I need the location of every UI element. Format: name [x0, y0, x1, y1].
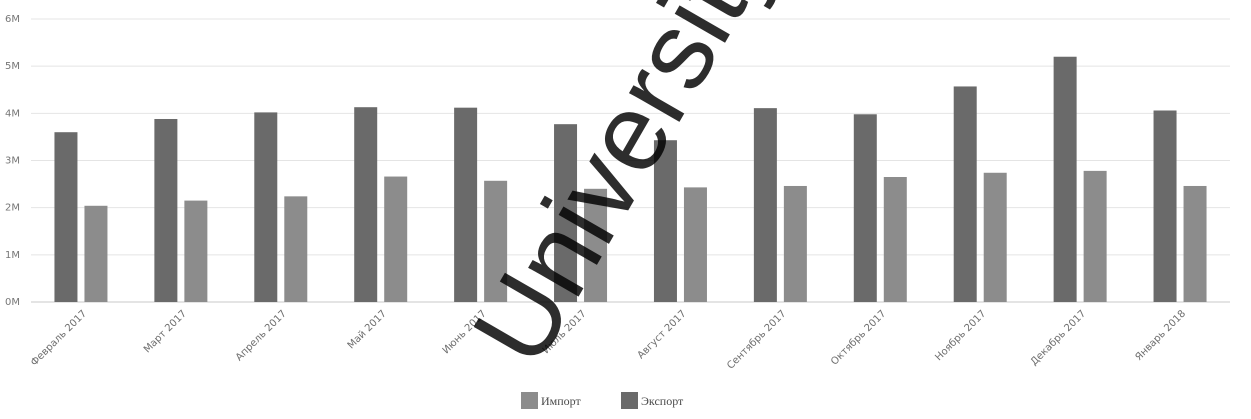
- bar-import: [484, 180, 508, 302]
- bars: [54, 56, 1207, 303]
- x-tick-label: Ноябрь 2017: [933, 308, 988, 363]
- bar-export: [54, 132, 78, 302]
- y-tick-label: 4M: [5, 108, 20, 119]
- bar-import: [384, 176, 408, 302]
- x-tick-label: Март 2017: [142, 308, 189, 355]
- bar-import: [783, 185, 807, 302]
- bar-export: [1153, 110, 1177, 303]
- bar-export: [653, 140, 677, 302]
- x-tick-label: Октябрь 2017: [829, 308, 888, 367]
- bar-import: [983, 172, 1007, 302]
- bar-import: [184, 200, 208, 302]
- x-tick-label: Май 2017: [346, 308, 389, 351]
- y-axis: 0M 1M 2M 3M 4M 5M 6M: [5, 14, 20, 308]
- grid-lines: [31, 18, 1230, 303]
- legend-label: Экспорт: [641, 394, 684, 408]
- y-tick-label: 1M: [5, 250, 20, 261]
- bar-export: [753, 108, 777, 303]
- bar-export: [254, 112, 278, 302]
- bar-import: [1083, 170, 1107, 302]
- x-tick-label: Январь 2018: [1133, 308, 1188, 363]
- y-tick-label: 2M: [5, 203, 20, 214]
- bar-export: [454, 107, 478, 302]
- y-tick-label: 0M: [5, 297, 20, 308]
- bar-export: [154, 118, 178, 302]
- x-tick-label: Декабрь 2017: [1029, 308, 1089, 368]
- legend-swatch: [621, 392, 638, 409]
- bar-import: [84, 205, 108, 302]
- x-tick-label: Август 2017: [636, 308, 689, 361]
- bar-import: [584, 188, 608, 302]
- y-tick-label: 3M: [5, 156, 20, 167]
- bar-import: [683, 187, 707, 302]
- bar-import: [883, 177, 907, 302]
- bar-import: [284, 196, 308, 302]
- bar-export: [554, 124, 578, 302]
- bar-import: [1183, 185, 1207, 302]
- x-tick-label: Апрель 2017: [234, 308, 289, 363]
- y-tick-label: 6M: [5, 14, 20, 25]
- legend-swatch: [521, 392, 538, 409]
- bar-export: [953, 86, 977, 302]
- legend: Импорт Экспорт: [521, 392, 684, 409]
- y-tick-label: 5M: [5, 61, 20, 72]
- x-axis: Февраль 2017 Март 2017 Апрель 2017 Май 2017…: [29, 308, 1188, 371]
- bar-export: [1053, 56, 1077, 302]
- legend-label: Импорт: [541, 394, 582, 408]
- x-tick-label: Сентябрь 2017: [725, 308, 788, 371]
- bar-export: [853, 114, 877, 302]
- bar-export: [354, 107, 378, 303]
- x-tick-label: Февраль 2017: [29, 308, 89, 368]
